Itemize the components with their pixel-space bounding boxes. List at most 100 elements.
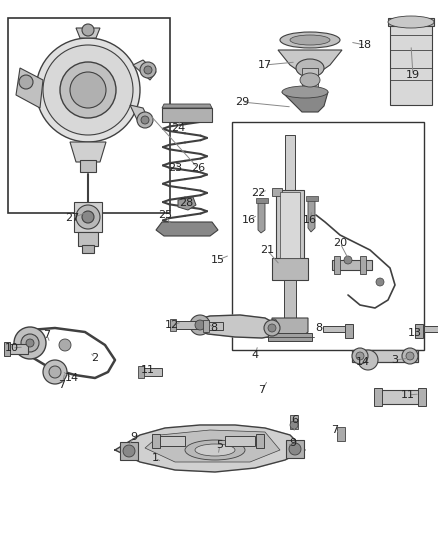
Bar (415, 324, 423, 338)
Text: 14: 14 (356, 357, 370, 367)
Text: 25: 25 (158, 210, 172, 220)
Circle shape (60, 62, 116, 118)
Bar (290, 415, 298, 429)
Text: 29: 29 (235, 97, 249, 107)
Polygon shape (195, 315, 278, 338)
Text: 13: 13 (408, 328, 422, 338)
Ellipse shape (290, 35, 330, 45)
Text: 22: 22 (251, 188, 265, 198)
Polygon shape (156, 222, 218, 236)
Bar (374, 388, 382, 406)
Bar (323, 326, 345, 332)
Polygon shape (115, 425, 305, 472)
Bar (82, 245, 94, 253)
Circle shape (70, 72, 106, 108)
Bar (424, 326, 438, 332)
Text: 12: 12 (165, 320, 179, 330)
Bar (78, 232, 98, 246)
Bar (120, 442, 138, 460)
Circle shape (137, 112, 153, 128)
Bar (286, 440, 304, 458)
Text: 7: 7 (258, 385, 265, 395)
Polygon shape (130, 105, 150, 126)
Bar (232, 122, 424, 350)
Bar (203, 320, 209, 332)
Bar (268, 333, 312, 341)
Ellipse shape (300, 73, 320, 87)
Circle shape (43, 360, 67, 384)
Circle shape (376, 278, 384, 286)
Text: 10: 10 (5, 343, 19, 353)
Bar (162, 108, 212, 122)
Bar (334, 256, 340, 274)
Text: 16: 16 (242, 215, 256, 225)
Circle shape (271, 319, 277, 325)
Circle shape (290, 421, 298, 429)
Circle shape (21, 334, 39, 352)
Bar (302, 68, 318, 88)
Bar (280, 192, 300, 258)
Bar (152, 434, 160, 448)
Text: 9: 9 (290, 438, 297, 448)
Circle shape (356, 352, 364, 360)
Bar (170, 319, 176, 331)
Circle shape (406, 352, 414, 360)
Circle shape (76, 205, 100, 229)
Bar (337, 427, 345, 441)
Bar (6, 344, 28, 354)
Text: 1: 1 (152, 453, 159, 463)
Circle shape (43, 45, 133, 135)
Ellipse shape (388, 16, 434, 28)
Circle shape (14, 327, 46, 359)
Text: 4: 4 (251, 350, 258, 360)
Circle shape (264, 320, 280, 336)
Bar (306, 196, 318, 201)
Text: 8: 8 (210, 323, 218, 333)
Circle shape (82, 211, 94, 223)
Polygon shape (258, 200, 265, 233)
Ellipse shape (296, 59, 324, 77)
Bar (276, 190, 304, 260)
Polygon shape (272, 318, 308, 340)
Bar (205, 322, 223, 330)
Text: 28: 28 (179, 198, 193, 208)
Bar (256, 434, 264, 448)
Polygon shape (278, 50, 342, 72)
Text: 27: 27 (65, 213, 79, 223)
Bar (225, 436, 255, 446)
Bar (140, 368, 162, 376)
Polygon shape (145, 430, 280, 462)
Bar (138, 366, 144, 378)
Circle shape (144, 66, 152, 74)
Text: 8: 8 (315, 323, 322, 333)
Ellipse shape (195, 444, 235, 456)
Bar (360, 256, 366, 274)
Ellipse shape (282, 86, 328, 98)
Text: 14: 14 (65, 373, 79, 383)
Text: 20: 20 (333, 238, 347, 248)
Circle shape (140, 62, 156, 78)
Circle shape (358, 350, 378, 370)
Bar (80, 160, 96, 172)
Bar (8, 18, 170, 213)
Polygon shape (308, 198, 315, 232)
Text: 2: 2 (92, 353, 99, 363)
Bar (332, 260, 372, 270)
Polygon shape (70, 142, 106, 162)
Bar (345, 324, 353, 338)
Bar (375, 390, 425, 404)
Text: 7: 7 (43, 330, 50, 340)
Circle shape (123, 445, 135, 457)
Text: 7: 7 (332, 425, 339, 435)
Bar (352, 350, 418, 362)
Circle shape (344, 256, 352, 264)
Bar (256, 198, 268, 203)
Bar (388, 18, 434, 26)
Text: 9: 9 (131, 432, 138, 442)
Text: 18: 18 (358, 40, 372, 50)
Text: 21: 21 (260, 245, 274, 255)
Text: 3: 3 (392, 355, 399, 365)
Bar (272, 258, 308, 280)
Circle shape (195, 320, 205, 330)
Bar (272, 188, 282, 196)
